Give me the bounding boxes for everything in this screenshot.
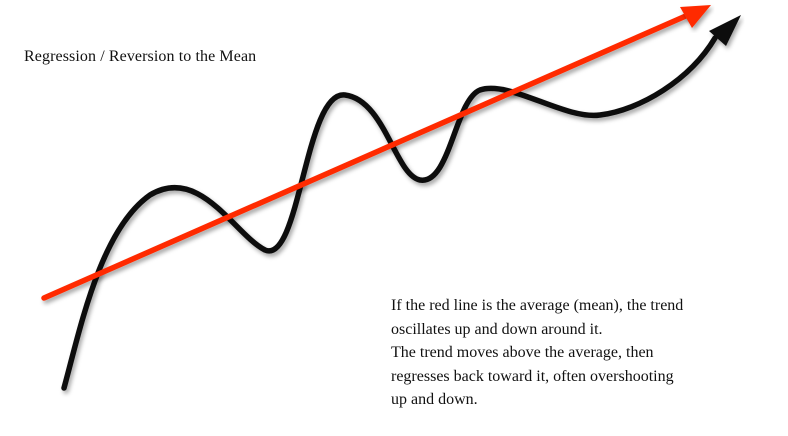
trend-line: [61, 35, 718, 391]
caption-line: up and down.: [391, 391, 478, 408]
trend-arrowhead: [709, 15, 741, 46]
caption-text: If the red line is the average (mean), t…: [391, 294, 771, 412]
mean-line: [41, 12, 691, 301]
caption-line: The trend moves above the average, then: [391, 344, 654, 361]
caption-line: oscillates up and down around it.: [391, 320, 603, 338]
diagram-title: Regression / Reversion to the Mean: [24, 48, 257, 65]
mean-arrowhead: [680, 5, 711, 28]
caption-line: regresses back toward it, often overshoo…: [391, 367, 674, 385]
caption-line: If the red line is the average (mean), t…: [391, 297, 684, 314]
